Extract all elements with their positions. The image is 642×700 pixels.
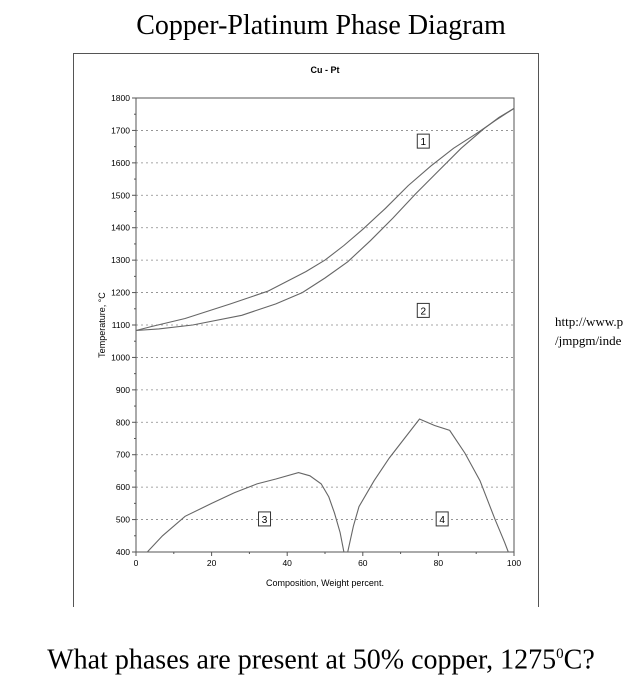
x-tick-label-20: 20: [207, 558, 217, 568]
question-text: What phases are present at 50% copper, 1…: [0, 636, 642, 678]
phase-boundary-line-4: [347, 418, 509, 553]
phase-boundary-line-1: [135, 107, 515, 332]
x-tick-label-100: 100: [507, 558, 521, 568]
y-tick-label-400: 400: [116, 547, 130, 557]
x-tick-label-0: 0: [134, 558, 139, 568]
y-tick-label-500: 500: [116, 515, 130, 525]
series-layer: [135, 107, 515, 553]
region-label-4: 4: [439, 515, 445, 526]
y-tick-label-1700: 1700: [111, 125, 130, 135]
y-tick-label-1000: 1000: [111, 352, 130, 362]
slide-title: Copper-Platinum Phase Diagram: [136, 10, 506, 41]
phase-boundary-line-2: [135, 107, 515, 332]
question-main: What phases are present at 50% copper, 1…: [47, 644, 557, 676]
x-tick-label-40: 40: [282, 558, 292, 568]
y-tick-label-600: 600: [116, 482, 130, 492]
x-tick-label-80: 80: [434, 558, 444, 568]
chart-title: Cu - Pt: [311, 65, 340, 75]
x-tick-label-60: 60: [358, 558, 368, 568]
phase-boundary-line-3: [146, 472, 345, 553]
y-tick-label-1200: 1200: [111, 288, 130, 298]
phase-diagram-chart: 4005006007008009001000110012001300140015…: [97, 65, 521, 588]
question-unit: C?: [563, 644, 595, 676]
url-note-line-2: /jmpgm/inde: [555, 333, 622, 348]
y-tick-label-900: 900: [116, 385, 130, 395]
phase-diagram-figure: 400 500 600 700 800 900 1000 1100 1200 1300 1400 15…: [73, 53, 539, 607]
region-label-1: 1: [420, 137, 426, 148]
x-axis-label: Composition, Weight percent.: [266, 578, 384, 588]
y-tick-label-700: 700: [116, 450, 130, 460]
url-note-line-1: http://www.p: [555, 314, 624, 329]
y-tick-label-1400: 1400: [111, 223, 130, 233]
tick-layer: 4005006007008009001000110012001300140015…: [111, 93, 521, 568]
y-tick-label-1500: 1500: [111, 190, 130, 200]
url-note: http://www.p /jmpgm/inde: [555, 312, 642, 350]
y-tick-label-1100: 1100: [112, 320, 131, 330]
y-tick-label-1600: 1600: [111, 158, 130, 168]
region-label-layer: 1 2 3 4: [258, 133, 449, 527]
grid-layer: [136, 130, 514, 520]
region-label-box-4: [435, 511, 449, 527]
y-tick-label-1800: 1800: [111, 93, 130, 103]
region-label-2: 2: [420, 306, 426, 317]
y-tick-label-1300: 1300: [111, 255, 130, 265]
region-label-box-3: [258, 511, 272, 527]
question-degree: 0: [556, 646, 564, 662]
y-tick-label-800: 800: [116, 417, 130, 427]
region-label-box-2: [416, 302, 430, 318]
region-label-box-1: [416, 133, 430, 149]
y-axis-label: Temperature, °C: [97, 292, 107, 358]
region-label-3: 3: [262, 515, 268, 526]
